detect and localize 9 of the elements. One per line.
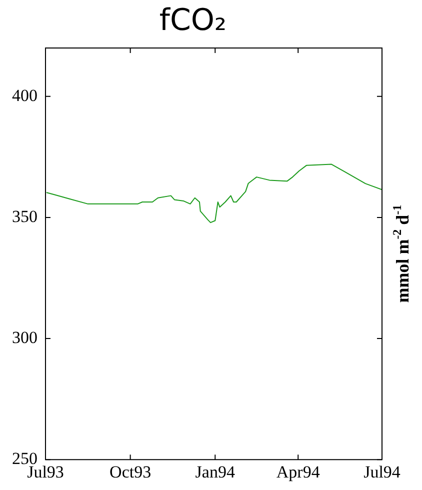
x-tick-label: Jan94 <box>195 462 236 482</box>
y-tick-label: 300 <box>12 328 38 348</box>
y2-axis-title: mmol m-2 d-1 <box>390 204 413 303</box>
y-tick-label: 350 <box>12 206 38 226</box>
chart-title: fCO₂ <box>159 2 227 38</box>
y-tick-label: 400 <box>12 86 38 105</box>
x-tick-label: Jul94 <box>364 462 401 482</box>
x-tick-label: Oct93 <box>110 462 152 482</box>
x-tick-label: Apr94 <box>276 462 320 482</box>
